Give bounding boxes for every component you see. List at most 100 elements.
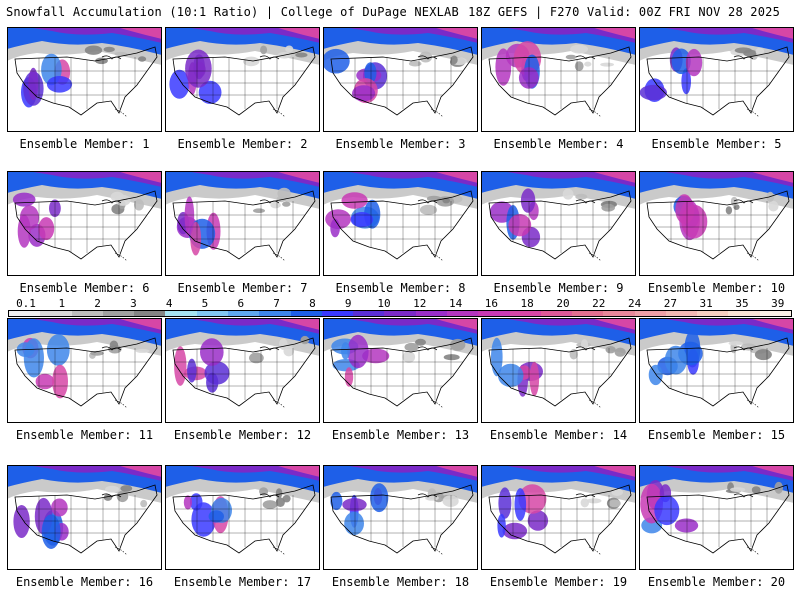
- ensemble-panel-12: Ensemble Member: 12: [165, 318, 320, 461]
- ensemble-member-label: Ensemble Member: 18: [331, 575, 470, 589]
- legend-swatch: [540, 311, 573, 316]
- legend-swatch: [509, 311, 541, 316]
- legend-color-bar: [8, 310, 792, 317]
- legend-label: 5: [201, 297, 209, 310]
- legend-swatch: [290, 311, 322, 316]
- ensemble-member-label: Ensemble Member: 4: [493, 137, 624, 151]
- snowfall-map: [165, 318, 320, 423]
- run-info: 18Z GEFS | F270 Valid: 00Z FRI NOV 28 20…: [468, 5, 780, 19]
- legend-label: 8: [309, 297, 316, 310]
- snowfall-map: [323, 318, 478, 423]
- legend-swatch: [9, 311, 41, 316]
- snowfall-map: [7, 27, 162, 132]
- legend-label: 18: [520, 297, 534, 310]
- legend-label: 2: [94, 297, 101, 310]
- ensemble-panel-16: Ensemble Member: 16: [7, 465, 162, 608]
- snowfall-map: [481, 318, 636, 423]
- ensemble-member-label: Ensemble Member: 5: [651, 137, 782, 151]
- legend-swatch: [165, 311, 197, 316]
- ensemble-member-label: Ensemble Member: 8: [335, 281, 466, 295]
- snowfall-map: [7, 465, 162, 570]
- ensemble-panel-14: Ensemble Member: 14: [481, 318, 636, 461]
- ensemble-member-label: Ensemble Member: 20: [647, 575, 786, 589]
- snowfall-map: [639, 318, 794, 423]
- snowfall-map: [165, 27, 320, 132]
- snowfall-map: [481, 27, 636, 132]
- legend-swatch: [321, 311, 354, 316]
- legend-swatch: [572, 311, 604, 316]
- header: Snowfall Accumulation (10:1 Ratio) | Col…: [0, 0, 800, 24]
- snowfall-map: [7, 318, 162, 423]
- snowfall-map: [7, 171, 162, 276]
- legend-label: 4: [165, 297, 173, 310]
- legend-label: 6: [237, 297, 245, 310]
- snowfall-map: [165, 171, 320, 276]
- ensemble-member-label: Ensemble Member: 9: [493, 281, 624, 295]
- legend-label: 3: [130, 297, 137, 310]
- ensemble-member-label: Ensemble Member: 15: [647, 428, 786, 442]
- snowfall-map: [639, 465, 794, 570]
- ensemble-panel-3: Ensemble Member: 3: [323, 27, 478, 170]
- snowfall-map: [481, 465, 636, 570]
- legend-swatch: [665, 311, 698, 316]
- ensemble-member-label: Ensemble Member: 13: [331, 428, 470, 442]
- legend-label: 14: [448, 297, 463, 310]
- ensemble-member-label: Ensemble Member: 17: [173, 575, 312, 589]
- ensemble-panel-7: Ensemble Member: 7: [165, 171, 320, 314]
- legend-swatch: [603, 311, 635, 316]
- ensemble-panel-10: Ensemble Member: 10: [639, 171, 794, 314]
- legend-swatch: [384, 311, 416, 316]
- ensemble-member-label: Ensemble Member: 1: [19, 137, 150, 151]
- legend-swatch: [196, 311, 228, 316]
- snowfall-map: [323, 465, 478, 570]
- ensemble-panel-19: Ensemble Member: 19: [481, 465, 636, 608]
- legend-label: 12: [413, 297, 427, 310]
- ensemble-member-label: Ensemble Member: 16: [15, 575, 154, 589]
- legend-label: 39: [771, 297, 785, 310]
- ensemble-member-label: Ensemble Member: 7: [177, 281, 308, 295]
- map-title: Snowfall Accumulation (10:1 Ratio) | Col…: [6, 5, 459, 19]
- ensemble-member-label: Ensemble Member: 19: [489, 575, 628, 589]
- legend-swatch: [446, 311, 479, 316]
- legend-swatch: [134, 311, 166, 316]
- ensemble-member-label: Ensemble Member: 3: [335, 137, 466, 151]
- ensemble-member-label: Ensemble Member: 6: [19, 281, 150, 295]
- legend-label: 9: [344, 297, 352, 310]
- ensemble-panel-20: Ensemble Member: 20: [639, 465, 794, 608]
- ensemble-member-label: Ensemble Member: 2: [177, 137, 308, 151]
- legend-label: 20: [556, 297, 570, 310]
- ensemble-panel-8: Ensemble Member: 8: [323, 171, 478, 314]
- snowfall-map: [639, 171, 794, 276]
- ensemble-panel-2: Ensemble Member: 2: [165, 27, 320, 170]
- ensemble-panel-17: Ensemble Member: 17: [165, 465, 320, 608]
- ensemble-panel-18: Ensemble Member: 18: [323, 465, 478, 608]
- legend-label: 16: [484, 297, 498, 310]
- legend-label: 24: [627, 297, 642, 310]
- snowfall-color-legend: 0.1 1 2 3 4 5 6 7 8 9 10 12 14 16 18 20 22 24 27 31 35 39: [8, 297, 792, 319]
- legend-swatch: [259, 311, 291, 316]
- legend-swatch: [353, 311, 385, 316]
- legend-swatch: [634, 311, 666, 316]
- snowfall-map: [481, 171, 636, 276]
- legend-swatch: [102, 311, 135, 316]
- legend-swatch: [40, 311, 72, 316]
- ensemble-panel-6: Ensemble Member: 6: [7, 171, 162, 314]
- legend-swatch: [697, 311, 729, 316]
- legend-label: 31: [699, 297, 713, 310]
- legend-swatch: [415, 311, 447, 316]
- ensemble-panel-9: Ensemble Member: 9: [481, 171, 636, 314]
- legend-label: 1: [58, 297, 66, 310]
- legend-swatch: [71, 311, 103, 316]
- ensemble-member-label: Ensemble Member: 10: [647, 281, 786, 295]
- ensemble-member-label: Ensemble Member: 11: [15, 428, 154, 442]
- legend-label: 35: [735, 297, 749, 310]
- legend-label: 10: [377, 297, 391, 310]
- ensemble-panel-15: Ensemble Member: 15: [639, 318, 794, 461]
- snowfall-map: [323, 27, 478, 132]
- ensemble-member-label: Ensemble Member: 12: [173, 428, 312, 442]
- snowfall-map: [323, 171, 478, 276]
- legend-label: 0.1: [16, 297, 36, 310]
- ensemble-panel-4: Ensemble Member: 4: [481, 27, 636, 170]
- ensemble-member-label: Ensemble Member: 14: [489, 428, 628, 442]
- legend-swatch: [728, 311, 760, 316]
